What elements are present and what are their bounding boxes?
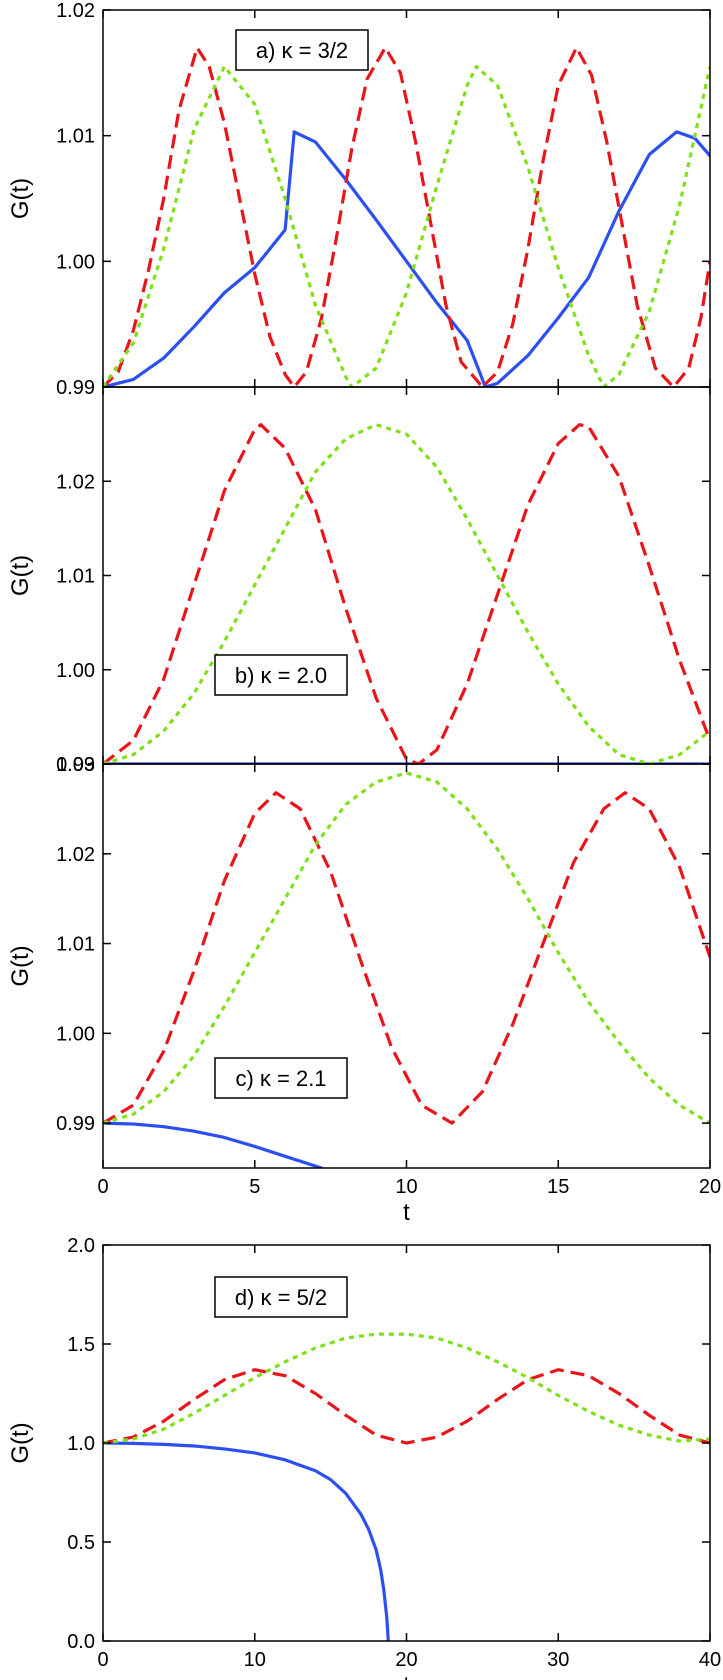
- x-tick-label: 0: [97, 1649, 108, 1671]
- x-tick-label: 20: [395, 1649, 417, 1671]
- series-red-line: [103, 791, 710, 1125]
- y-tick-label: 1.01: [56, 934, 95, 956]
- y-axis-title: G(t): [7, 945, 34, 986]
- series-blue-line: [103, 1121, 324, 1168]
- plot-frame: [102, 763, 711, 1169]
- y-tick-label: 1.0: [67, 1433, 95, 1455]
- x-tick-label: 15: [547, 1176, 569, 1198]
- series-blue-line: [103, 130, 710, 387]
- panel-2: 0.99 1.00 1.01 1.02 G(t) b) κ = 2.0: [7, 386, 711, 776]
- series-red-line: [103, 46, 710, 387]
- panel-4: 0.0 0.5 1.0 1.5 2.0 0 10 20 30 40 G(t) t d) κ = 5/2: [7, 1235, 721, 1680]
- series-green-line: [103, 423, 710, 764]
- x-tick-label: 40: [699, 1649, 721, 1671]
- x-tick-label: 10: [395, 1176, 417, 1198]
- panel-label: c) κ = 2.1: [235, 1066, 326, 1091]
- y-tick-label: 1.02: [56, 844, 95, 866]
- panel-label-box: [214, 1276, 348, 1318]
- series-green-line: [103, 64, 710, 387]
- y-tick-label: 1.5: [67, 1334, 95, 1356]
- panel-label: a) κ = 3/2: [256, 38, 348, 63]
- panel-label-box: [214, 1057, 348, 1099]
- panel-1: 0.99 1.00 1.01 1.02 G(t) a) κ = 3/2: [7, 0, 711, 399]
- y-tick-label: 0.0: [67, 1631, 95, 1653]
- y-tick-label: 1.00: [56, 660, 95, 682]
- plot-frame: [102, 386, 711, 765]
- y-tick-label: 2.0: [67, 1235, 95, 1257]
- y-tick-label: 1.02: [56, 471, 95, 493]
- y-tick-label: 0.99: [56, 754, 95, 776]
- series-green-line: [103, 1332, 710, 1445]
- y-axis-title: G(t): [7, 1422, 34, 1463]
- y-tick-label: 1.00: [56, 251, 95, 273]
- series-red-line: [103, 423, 710, 764]
- panel-3: 0.99 1.00 1.01 1.02 1.03 0 5 10 15 20 G(t) t c) κ = …: [7, 754, 721, 1226]
- panel-label: b) κ = 2.0: [235, 663, 327, 688]
- x-tick-label: 10: [244, 1649, 266, 1671]
- panel-label-box: [214, 654, 348, 696]
- x-tick-label: 30: [547, 1649, 569, 1671]
- plot-frame: [102, 9, 711, 388]
- series-green-line: [103, 771, 710, 1125]
- x-tick-label: 0: [97, 1176, 108, 1198]
- x-tick-label: 5: [249, 1176, 260, 1198]
- y-axis-title: G(t): [7, 178, 34, 219]
- y-tick-label: 0.5: [67, 1532, 95, 1554]
- y-tick-label: 0.99: [56, 377, 95, 399]
- y-tick-label: 1.03: [56, 754, 95, 776]
- panel-label-box: [235, 29, 369, 71]
- series-red-line: [103, 1368, 710, 1445]
- x-axis-title: t: [403, 1672, 410, 1680]
- panel-label: d) κ = 5/2: [235, 1285, 327, 1310]
- y-tick-label: 1.01: [56, 566, 95, 588]
- x-axis-title: t: [403, 1199, 410, 1226]
- y-tick-label: 1.02: [56, 0, 95, 22]
- y-axis-title: G(t): [7, 555, 34, 596]
- series-blue-line: [103, 1441, 390, 1641]
- y-tick-label: 0.99: [56, 1113, 95, 1135]
- x-tick-label: 20: [699, 1176, 721, 1198]
- y-tick-label: 1.00: [56, 1023, 95, 1045]
- y-tick-label: 1.01: [56, 126, 95, 148]
